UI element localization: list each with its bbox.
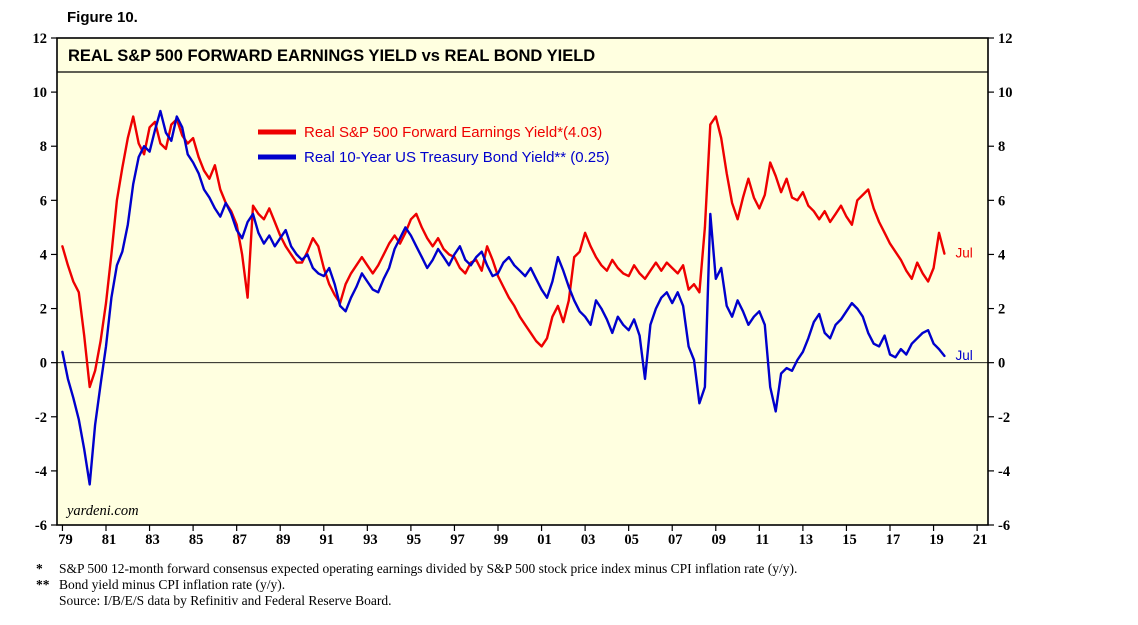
x-tick-label: 95 (407, 532, 422, 548)
x-tick-label: 21 (973, 532, 988, 548)
footnote-1-text: S&P 500 12-month forward consensus expec… (59, 561, 798, 576)
footnote-2-marker: ** (36, 577, 50, 592)
x-tick-label: 99 (494, 532, 509, 548)
footnote-2: ** Bond yield minus CPI inflation rate (… (36, 577, 1116, 593)
plot-border (56, 37, 989, 526)
x-tick-label: 81 (102, 532, 117, 548)
y-tick-label-left: 12 (33, 31, 48, 47)
chart-title: REAL S&P 500 FORWARD EARNINGS YIELD vs R… (68, 47, 595, 65)
watermark-yardeni: yardeni.com (65, 503, 139, 519)
y-tick-label-right: 6 (998, 193, 1005, 209)
end-label-bond-yield: Jul (955, 348, 972, 363)
y-tick-label-left: 0 (40, 356, 47, 372)
x-tick-label: 15 (842, 532, 857, 548)
series-group (61, 109, 946, 486)
end-label-earnings-yield: Jul (955, 246, 972, 261)
y-tick-label-left: -6 (35, 518, 47, 534)
x-tick-label: 85 (189, 532, 204, 548)
x-tick-label: 91 (320, 532, 335, 548)
y-tick-label-right: 4 (998, 247, 1005, 263)
x-tick-label: 13 (799, 532, 814, 548)
figure-label: Figure 10. (67, 9, 138, 26)
bond-yield-line (61, 109, 946, 486)
x-tick-label: 89 (276, 532, 291, 548)
footnote-source-text: Source: I/B/E/S data by Refinitiv and Fe… (59, 593, 392, 608)
y-tick-label-left: 6 (40, 193, 47, 209)
y-tick-label-left: 10 (33, 85, 48, 101)
y-tick-label-right: 12 (998, 31, 1013, 47)
footnote-source: Source: I/B/E/S data by Refinitiv and Fe… (36, 593, 1116, 609)
legend-label-bond-yield: Real 10-Year US Treasury Bond Yield** (0… (304, 149, 609, 166)
footnotes: * S&P 500 12-month forward consensus exp… (36, 561, 1116, 609)
x-tick-label: 03 (581, 532, 596, 548)
x-tick-label: 87 (232, 532, 247, 548)
x-tick-label: 83 (145, 532, 160, 548)
footnote-2-text: Bond yield minus CPI inflation rate (y/y… (59, 577, 286, 592)
x-tick-label: 97 (450, 532, 465, 548)
x-tick-label: 11 (755, 532, 769, 548)
legend-label-earnings-yield: Real S&P 500 Forward Earnings Yield*(4.0… (304, 124, 602, 141)
x-tick-label: 93 (363, 532, 378, 548)
y-tick-label-right: 0 (998, 356, 1005, 372)
y-tick-label-right: 10 (998, 85, 1013, 101)
y-tick-label-right: -6 (998, 518, 1010, 534)
x-tick-label: 09 (712, 532, 727, 548)
x-tick-label: 79 (58, 532, 73, 548)
plot-background (57, 38, 988, 525)
x-tick-label: 17 (886, 532, 901, 548)
y-tick-label-left: 8 (40, 139, 47, 155)
x-tick-label: 01 (537, 532, 552, 548)
y-tick-label-right: 2 (998, 302, 1005, 318)
y-tick-label-left: -4 (35, 464, 47, 480)
y-tick-label-right: -2 (998, 410, 1010, 426)
earnings-yield-line (61, 115, 946, 389)
chart-area: 12 12 10 10 8 8 6 6 4 4 2 2 0 0 -2 -2 -4 -4 -6 -6 79 81 83 85 87… (33, 31, 1013, 548)
chart-svg: 12 12 10 10 8 8 6 6 4 4 2 2 0 0 -2 -2 -4 -4 -6 -6 79 81 83 85 87… (33, 31, 1013, 548)
footnote-1: * S&P 500 12-month forward consensus exp… (36, 561, 1116, 577)
y-tick-label-left: 4 (40, 247, 47, 263)
x-tick-label: 07 (668, 532, 683, 548)
y-tick-label-left: 2 (40, 302, 47, 318)
y-tick-label-right: -4 (998, 464, 1010, 480)
y-tick-label-right: 8 (998, 139, 1005, 155)
y-tick-label-left: -2 (35, 410, 47, 426)
footnote-1-marker: * (36, 561, 43, 576)
x-tick-label: 19 (929, 532, 944, 548)
x-tick-label: 05 (624, 532, 639, 548)
footnote-source-marker (36, 593, 59, 609)
